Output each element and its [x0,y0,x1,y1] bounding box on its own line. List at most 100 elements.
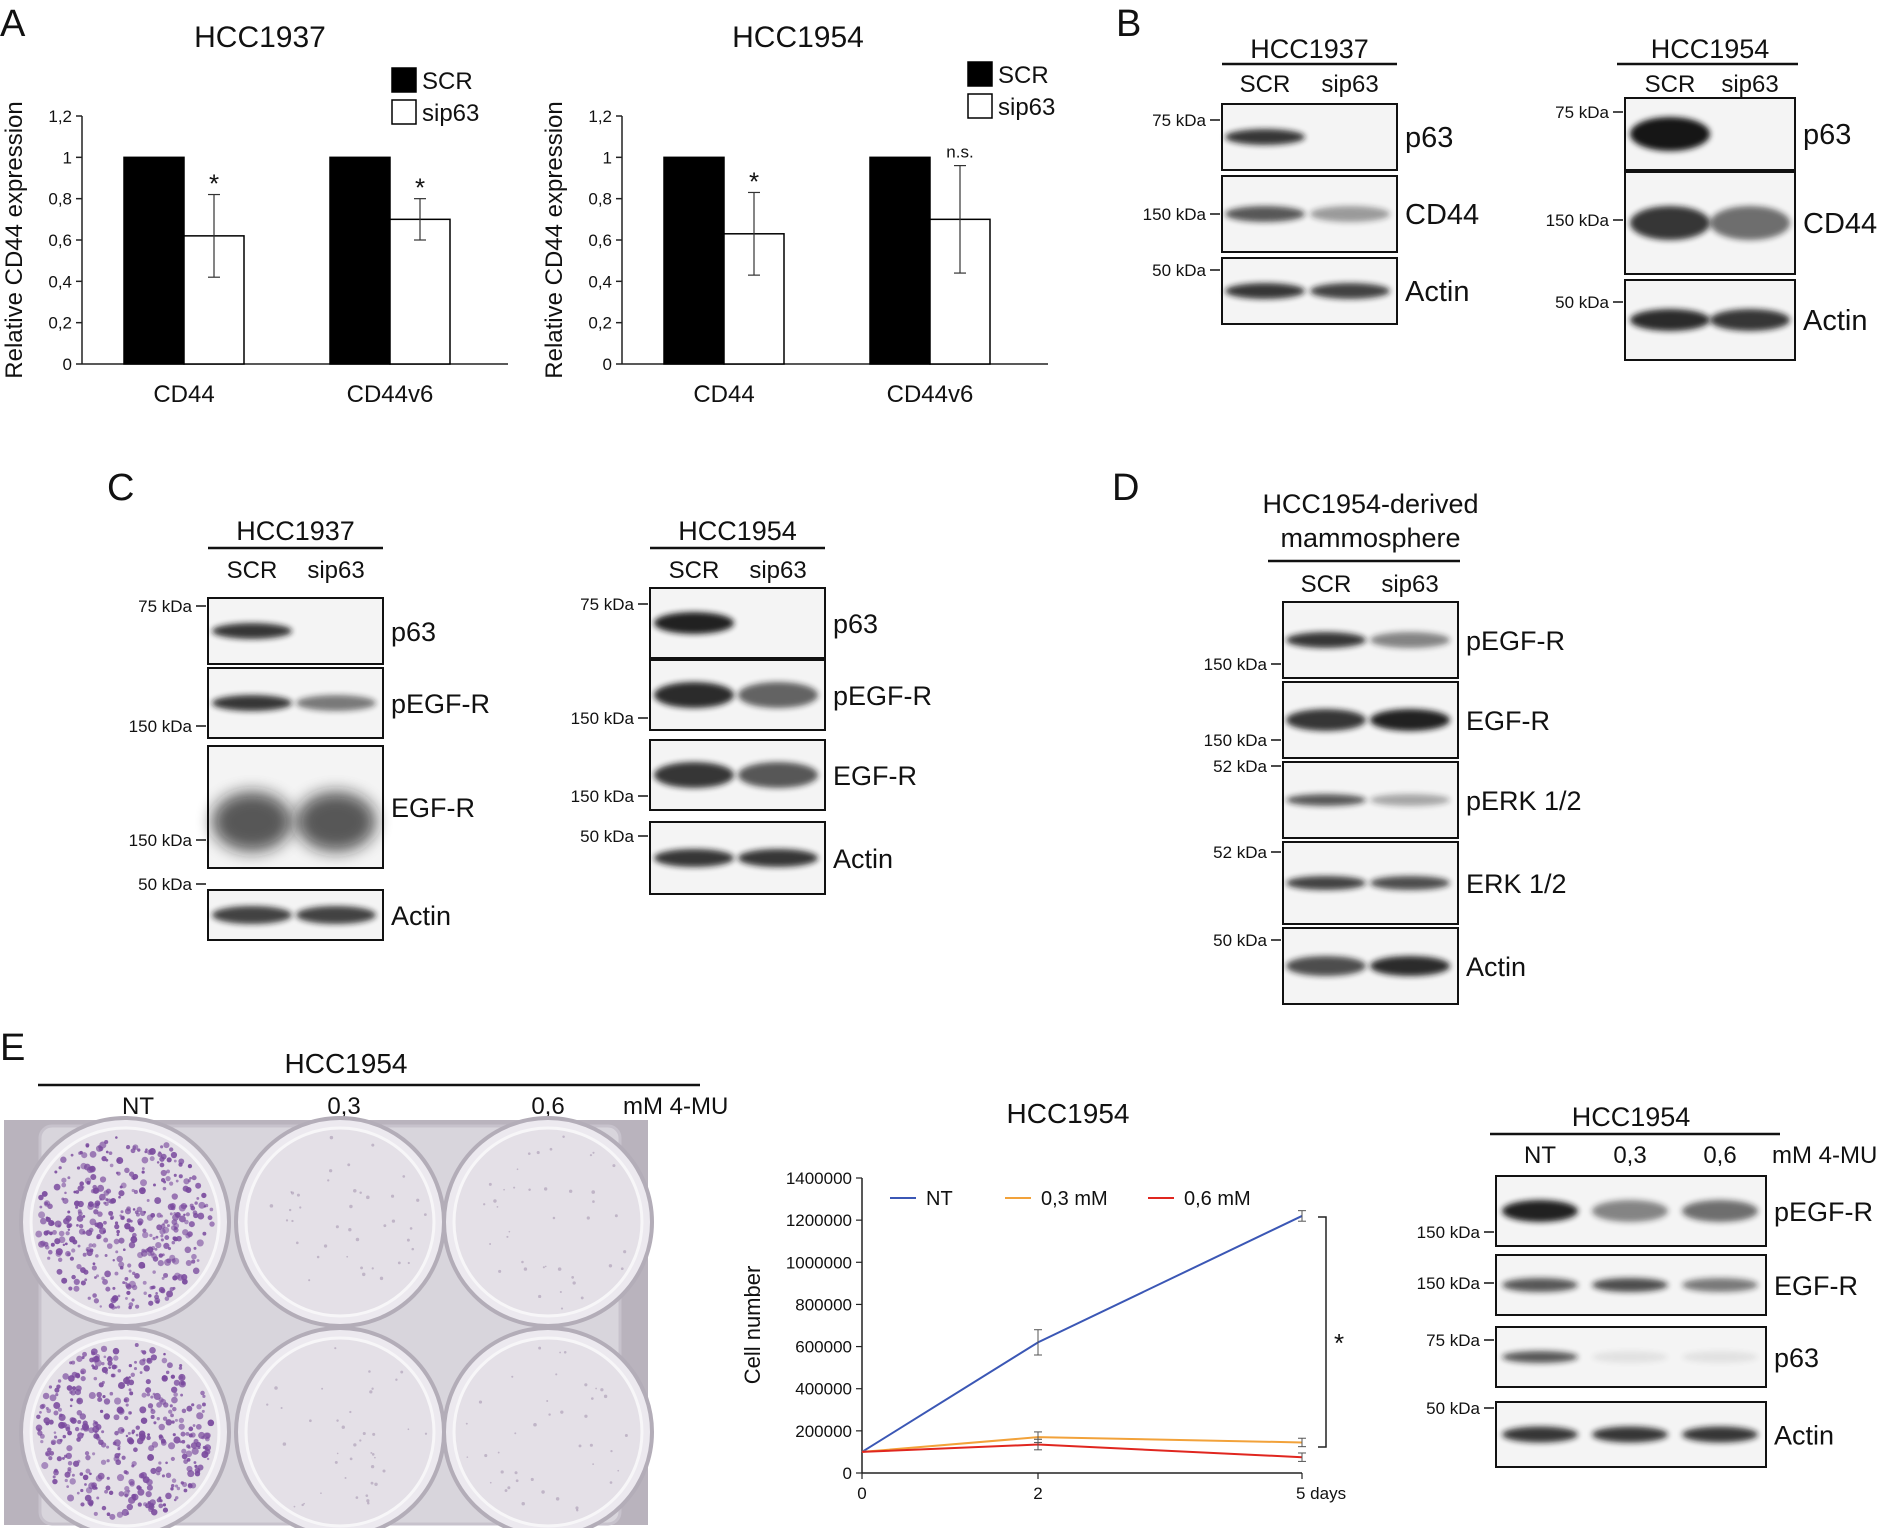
colony [523,1267,528,1271]
colony [92,1262,96,1266]
colony [183,1178,190,1185]
colony [169,1212,173,1216]
colony [36,1414,41,1420]
colony [191,1403,195,1407]
colony [79,1181,84,1187]
colony [624,1434,628,1438]
colony [614,1214,618,1218]
bar [123,156,185,365]
colony [617,1469,620,1472]
colony [143,1365,150,1372]
colony [132,1271,136,1276]
colony [123,1377,130,1385]
colony [165,1370,170,1375]
colony [209,1221,215,1227]
colony [105,1150,109,1154]
colony [152,1270,156,1274]
colony [84,1278,88,1282]
colony [102,1230,106,1234]
blot-protein-label: CD44 [1405,199,1479,231]
colony [80,1267,86,1273]
colony [141,1167,145,1170]
colony [139,1406,147,1414]
colony [181,1274,188,1281]
colony [506,1235,509,1238]
colony [118,1491,125,1497]
colony [172,1275,178,1281]
colony [108,1490,114,1496]
colony [78,1151,82,1155]
colony [170,1484,175,1488]
colony [147,1251,153,1257]
colony [147,1403,154,1409]
kda-marker: 52 kDa [1213,843,1267,862]
colony [69,1361,73,1365]
colony [515,1479,519,1483]
colony [282,1442,287,1446]
colony [592,1463,595,1466]
colony [178,1215,186,1223]
colony [159,1156,165,1162]
colony [67,1210,71,1214]
colony [76,1410,83,1416]
western-blot-b-hcc1937: HCC1937 SCR sip63 p63 75 kDa CD44 150 kDa Actin… [1143,34,1479,325]
colony [348,1228,352,1232]
western-blot-d-mammosphere: HCC1954-derived mammosphere SCR sip63 pEGF-R… [1204,489,1582,1005]
colony [103,1220,107,1225]
kda-marker: 150 kDa [129,717,193,736]
colony [580,1296,584,1300]
colony [54,1170,58,1174]
colony [166,1157,172,1163]
colony [108,1151,113,1155]
colony [497,1451,500,1454]
western-blot-c-hcc1954: HCC1954 SCR sip63 p63 75 kDa pEGF-R 150 kDa EGF… [571,516,932,895]
colony [148,1293,152,1298]
colony [67,1467,72,1472]
colony [309,1419,312,1423]
colony [118,1407,124,1414]
colony [296,1193,300,1197]
colony [85,1229,93,1236]
blot-strip [1221,103,1398,171]
colony [131,1493,139,1501]
colony [171,1478,177,1483]
colony [119,1265,124,1270]
colony [76,1491,80,1495]
colony [186,1405,193,1412]
colony [110,1305,116,1310]
colony [40,1440,44,1444]
colony [35,1230,43,1238]
colony [102,1395,106,1399]
colony [138,1261,146,1269]
colony [198,1201,206,1209]
colony [53,1431,57,1434]
colony [96,1274,100,1278]
colony [158,1286,165,1293]
blot-protein-label: Actin [1803,305,1867,337]
colony [185,1212,190,1217]
colony [146,1199,150,1202]
colony [344,1476,347,1479]
colony [173,1211,176,1215]
colony [538,1346,542,1350]
blot-protein-label: p63 [391,617,436,647]
legend-swatch [391,99,417,125]
colony [552,1216,556,1220]
colony [203,1205,207,1208]
colony [489,1481,492,1484]
colony [103,1190,110,1196]
colony [186,1444,191,1449]
colony [77,1244,81,1248]
colony [118,1195,121,1199]
kda-marker: 75 kDa [1426,1331,1480,1350]
band [1310,283,1390,299]
colony [67,1176,71,1180]
colony [53,1183,61,1191]
y-tick-label: 1000000 [786,1253,852,1272]
significance-bracket [1318,1216,1327,1448]
blot-protein-label: pEGF-R [391,689,490,719]
colony [124,1222,131,1230]
colony [181,1278,188,1285]
colony [144,1150,148,1154]
colony [335,1225,339,1229]
